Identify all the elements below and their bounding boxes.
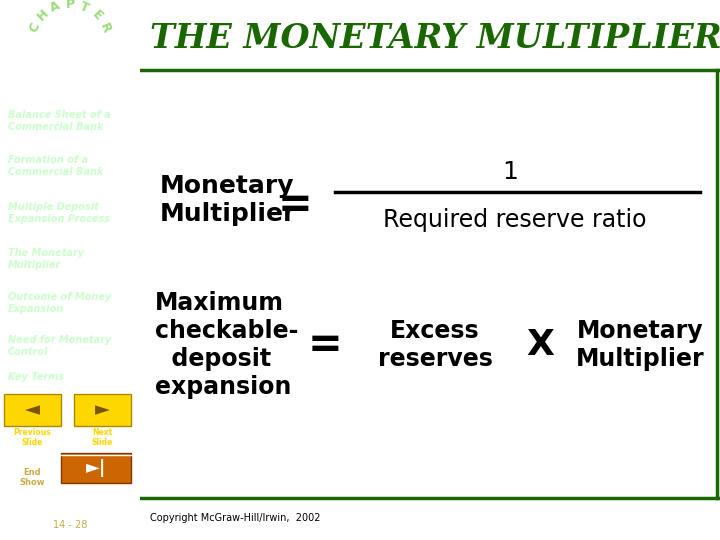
Text: Monetary
Multiplier: Monetary Multiplier: [160, 174, 297, 226]
FancyBboxPatch shape: [74, 394, 131, 426]
FancyBboxPatch shape: [4, 394, 61, 426]
Text: End
Show: End Show: [19, 468, 45, 488]
Text: Excess
reserves: Excess reserves: [377, 319, 492, 371]
Text: Next
Slide: Next Slide: [91, 428, 113, 448]
Text: Previous
Slide: Previous Slide: [13, 428, 51, 448]
Text: Outcome of Money
Expansion: Outcome of Money Expansion: [8, 292, 112, 314]
Text: Key Terms: Key Terms: [8, 372, 64, 382]
Text: P: P: [66, 0, 75, 10]
Text: ►: ►: [94, 401, 109, 420]
Text: Balance Sheet of a
Commercial Bank: Balance Sheet of a Commercial Bank: [8, 110, 111, 132]
Text: THE MONETARY MULTIPLIER: THE MONETARY MULTIPLIER: [150, 22, 720, 55]
Text: 14 - 28: 14 - 28: [53, 520, 87, 530]
Text: =: =: [278, 184, 312, 226]
Text: The Monetary
Multiplier: The Monetary Multiplier: [8, 248, 84, 269]
Text: A: A: [48, 0, 63, 15]
Text: T: T: [78, 0, 91, 15]
Text: ►|: ►|: [86, 459, 106, 477]
Text: ◄: ◄: [24, 401, 40, 420]
Text: C: C: [27, 21, 42, 35]
Text: R: R: [97, 21, 113, 35]
Text: Monetary
Multiplier: Monetary Multiplier: [576, 319, 704, 371]
Text: X: X: [526, 328, 554, 362]
Text: Multiple Deposit
Expansion Process: Multiple Deposit Expansion Process: [8, 202, 110, 224]
Text: Formation of a
Commercial Bank: Formation of a Commercial Bank: [8, 155, 104, 177]
Text: 1: 1: [502, 160, 518, 184]
Text: Maximum
checkable-
  deposit
expansion: Maximum checkable- deposit expansion: [155, 291, 298, 399]
Text: E: E: [89, 8, 104, 23]
Text: Copyright McGraw-Hill/Irwin,  2002: Copyright McGraw-Hill/Irwin, 2002: [150, 513, 320, 523]
FancyBboxPatch shape: [61, 453, 131, 483]
Text: H: H: [35, 7, 51, 24]
Text: Need for Monetary
Control: Need for Monetary Control: [8, 335, 112, 356]
Text: =: =: [307, 324, 343, 366]
Text: Required reserve ratio: Required reserve ratio: [383, 208, 647, 232]
